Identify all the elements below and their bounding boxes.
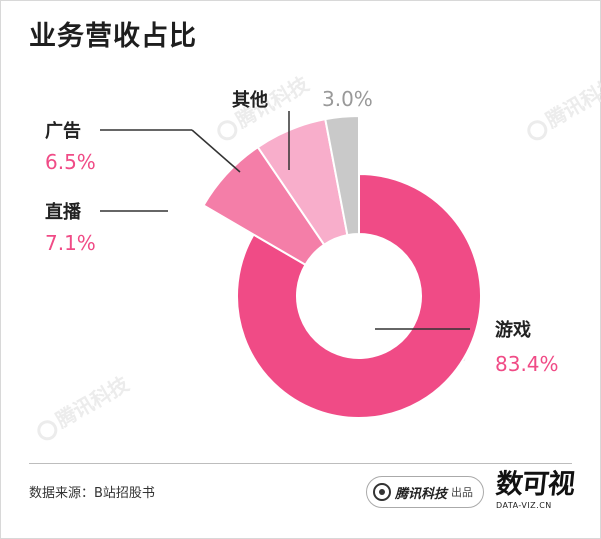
- label-直播: 直播: [45, 201, 82, 223]
- data-source: 数据来源：B站招股书: [29, 486, 155, 501]
- slice-游戏: [236, 172, 482, 419]
- label-广告: 广告: [45, 120, 81, 142]
- label-其他: 其他: [232, 89, 268, 111]
- value-其他: 3.0%: [322, 87, 373, 111]
- publisher-brand: 腾讯科技: [395, 486, 448, 502]
- value-广告: 6.5%: [45, 150, 96, 174]
- tencent-logo-icon: [373, 483, 391, 501]
- value-游戏: 83.4%: [495, 352, 559, 376]
- footer-divider: [29, 463, 572, 464]
- leader-line-广告-b: [191, 129, 241, 173]
- value-直播: 7.1%: [45, 231, 96, 255]
- logo-sub-text: DATA-VIZ.CN: [496, 501, 552, 510]
- publisher-badge: 腾讯科技 出品: [366, 476, 484, 508]
- donut-chart: 游戏 83.4% 直播 7.1% 广告 6.5% 其他 3.0%: [45, 87, 559, 419]
- label-游戏: 游戏: [495, 319, 531, 341]
- logo-main-text: 数可视: [494, 469, 576, 500]
- dataviz-logo: 数可视 DATA-VIZ.CN: [494, 469, 576, 510]
- slice-其他: [324, 114, 360, 237]
- publisher-suffix: 出品: [451, 486, 474, 499]
- chart-title: 业务营收占比: [29, 21, 197, 52]
